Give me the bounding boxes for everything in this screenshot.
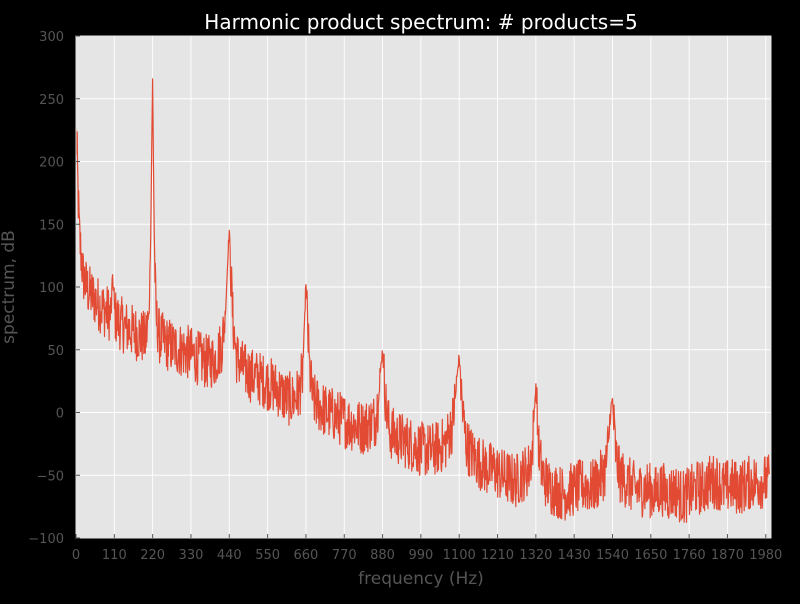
y-tick-label: 300 <box>39 30 64 45</box>
x-tick-label: 330 <box>179 548 204 563</box>
x-tick-label: 880 <box>370 548 395 563</box>
x-axis-label: frequency (Hz) <box>358 569 484 589</box>
x-tick-label: 1100 <box>443 548 476 563</box>
x-tick-label: 1430 <box>558 548 591 563</box>
y-axis-label: spectrum, dB <box>0 230 19 344</box>
x-tick-label: 1870 <box>711 548 744 563</box>
x-tick-label: 1650 <box>634 548 667 563</box>
x-tick-label: 770 <box>332 548 357 563</box>
y-tick-label: 200 <box>39 156 64 171</box>
y-tick-label: 100 <box>39 281 64 296</box>
y-tick-labels: −100 −50 0 50 100 150 200 250 300 <box>28 30 64 547</box>
x-tick-label: 550 <box>255 548 280 563</box>
chart-title: Harmonic product spectrum: # products=5 <box>204 10 637 34</box>
y-tick-label: 50 <box>47 344 64 359</box>
y-tick-label: −100 <box>28 532 64 547</box>
x-tick-label: 990 <box>408 548 433 563</box>
x-tick-label: 0 <box>72 548 80 563</box>
x-tick-label: 1760 <box>673 548 706 563</box>
x-tick-label: 1540 <box>596 548 629 563</box>
x-tick-label: 660 <box>294 548 319 563</box>
x-tick-label: 1210 <box>481 548 514 563</box>
x-tick-label: 1320 <box>519 548 552 563</box>
axis-ticks <box>75 35 767 539</box>
x-tick-label: 1980 <box>749 548 782 563</box>
x-tick-labels: 0 110 220 330 440 550 660 770 880 990 1100 1210 1320… <box>72 548 782 563</box>
x-tick-label: 110 <box>102 548 127 563</box>
series-line <box>75 78 770 523</box>
y-tick-label: 150 <box>39 218 64 233</box>
y-tick-label: 250 <box>39 93 64 108</box>
y-tick-label: 0 <box>56 407 64 422</box>
x-tick-label: 440 <box>217 548 242 563</box>
x-tick-label: 220 <box>140 548 165 563</box>
y-tick-label: −50 <box>37 469 64 484</box>
